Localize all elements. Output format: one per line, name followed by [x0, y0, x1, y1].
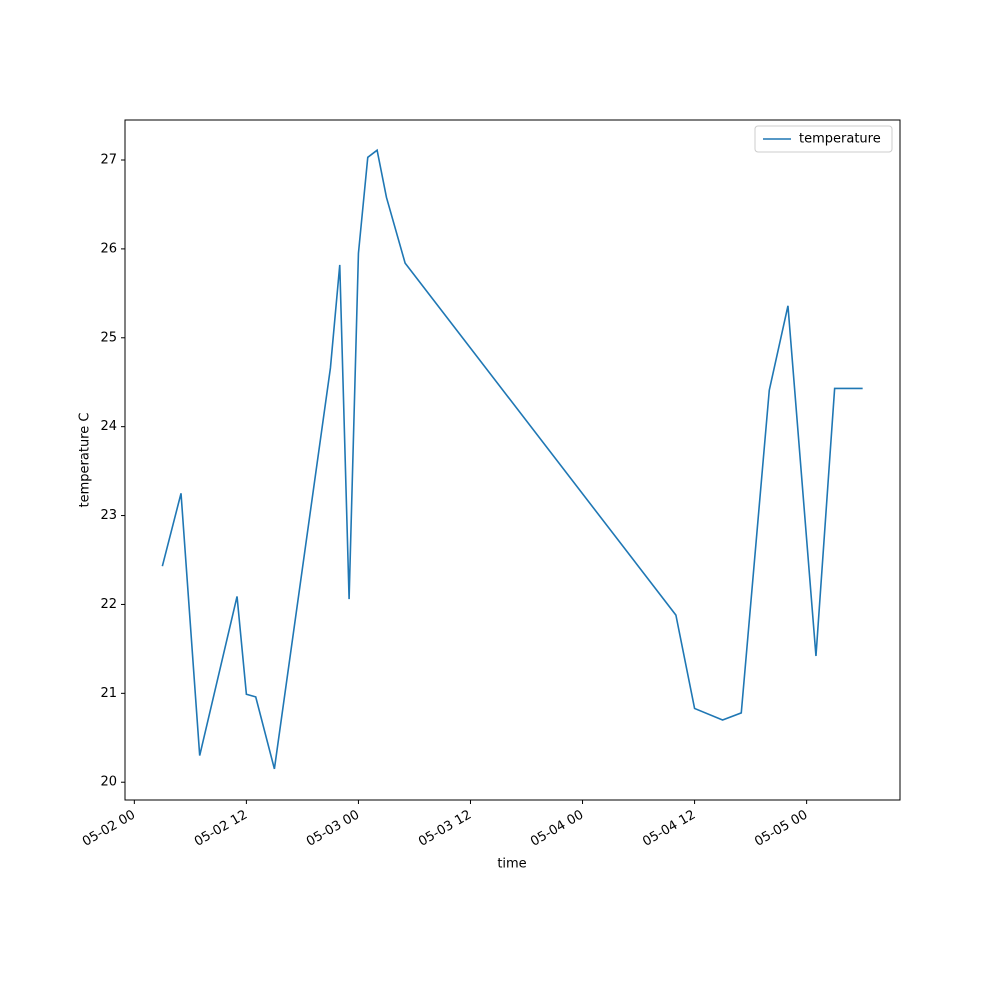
y-tick-label: 27 [100, 153, 117, 168]
data-line [161, 148, 863, 770]
x-tick-label: 05-02 00 [80, 808, 138, 850]
x-tick-label: 05-02 12 [192, 808, 250, 850]
legend-box [754, 125, 893, 153]
plot-frame [124, 119, 901, 801]
x-tick-label: 05-05 00 [752, 808, 810, 850]
y-tick-label: 23 [100, 508, 117, 523]
y-tick-label: 20 [100, 775, 117, 790]
y-tick-label: 21 [100, 686, 117, 701]
y-tick-label: 24 [100, 419, 117, 434]
x-axis-label: time [497, 857, 526, 872]
y-tick-label: 25 [100, 330, 117, 345]
x-tick-label: 05-04 00 [528, 808, 586, 850]
x-tick-label: 05-03 12 [416, 808, 474, 850]
y-tick-label: 26 [100, 241, 117, 256]
legend-label: temperature [799, 132, 881, 147]
y-axis-label: temperature C [78, 413, 93, 508]
x-tick-label: 05-03 00 [304, 808, 362, 850]
x-tick-label: 05-04 12 [640, 808, 698, 850]
y-tick-label: 22 [100, 597, 117, 612]
